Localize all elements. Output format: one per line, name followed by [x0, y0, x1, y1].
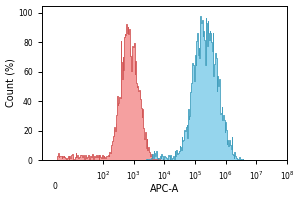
X-axis label: APC-A: APC-A [150, 184, 179, 194]
Text: 0: 0 [53, 182, 58, 191]
Y-axis label: Count (%): Count (%) [6, 58, 16, 107]
